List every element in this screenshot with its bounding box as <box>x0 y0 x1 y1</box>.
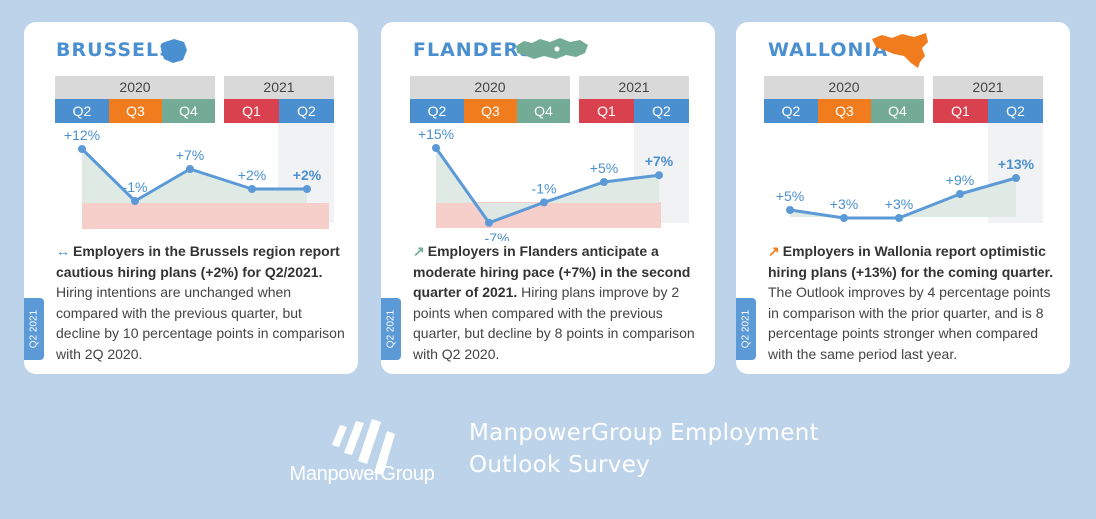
quarter-label: Q2 <box>634 99 689 123</box>
quarter-label: Q1 <box>579 99 634 123</box>
line-chart-brussels: +12% -1% +7% +2% +2% <box>64 123 334 229</box>
data-label: -7% <box>485 230 510 241</box>
data-point <box>248 185 256 193</box>
data-point <box>600 178 608 186</box>
line-chart-flanders: +15% -7% -1% +5% +7% <box>418 123 689 241</box>
area-fill <box>790 178 1016 218</box>
description-bold: Employers in the Brussels region report … <box>56 243 340 280</box>
quarter-tab: Q2 2021 <box>381 298 401 360</box>
quarter-label: Q2 <box>988 99 1043 123</box>
quarter-label: Q1 <box>933 99 988 123</box>
survey-title: ManpowerGroup Employment Outlook Survey <box>469 417 819 481</box>
description-text: Hiring plans improve by 2 points when co… <box>413 284 695 362</box>
region-title: WALLONIA <box>768 39 889 61</box>
year-label-2021: 2021 <box>579 76 689 99</box>
data-label: +5% <box>590 160 618 176</box>
quarter-label: Q2 <box>279 99 334 123</box>
data-label: +9% <box>946 172 974 188</box>
data-point <box>432 144 440 152</box>
up-right-arrow-icon: ↗ <box>413 243 425 259</box>
sideways-arrow-icon: ↔ <box>56 243 70 259</box>
data-label: +15% <box>418 126 454 142</box>
year-label-2020: 2020 <box>55 76 215 99</box>
description-text: Hiring intentions are unchanged when com… <box>56 284 345 362</box>
quarter-label: Q2 <box>764 99 818 123</box>
year-label-2021: 2021 <box>224 76 334 99</box>
quarter-label: Q3 <box>464 99 517 123</box>
panel-flanders: FLANDERS 2020 2021 Q2 Q3 Q4 Q1 Q2 +15% -7… <box>381 22 715 374</box>
data-point <box>655 171 663 180</box>
quarter-tab-label: Q2 2021 <box>28 309 40 349</box>
quarter-tab: Q2 2021 <box>24 298 44 360</box>
line-chart-wallonia: +5% +3% +3% +9% +13% <box>776 123 1043 223</box>
data-point <box>303 185 311 193</box>
year-label-2020: 2020 <box>764 76 924 99</box>
quarter-label: Q2 <box>55 99 109 123</box>
survey-title-line-1: ManpowerGroup Employment <box>469 420 819 446</box>
data-point <box>786 206 794 214</box>
negative-zone <box>82 203 329 229</box>
panel-description: ↗ Employers in Wallonia report optimistic… <box>768 241 1060 364</box>
data-label: +7% <box>176 147 204 163</box>
description-bold: Employers in Flanders anticipate a moder… <box>413 243 691 300</box>
data-label: -1% <box>532 180 557 196</box>
data-label: +2% <box>238 167 266 183</box>
quarter-tab-label: Q2 2021 <box>740 309 752 349</box>
data-point <box>840 214 848 222</box>
data-label: +7% <box>645 153 674 169</box>
panel-wallonia: WALLONIA 2020 2021 Q2 Q3 Q4 Q1 Q2 +5% +3%… <box>736 22 1070 374</box>
flanders-map-icon <box>516 38 588 59</box>
data-point <box>78 145 86 153</box>
quarter-label: Q4 <box>871 99 924 123</box>
quarter-tab: Q2 2021 <box>736 298 756 360</box>
data-point <box>895 214 903 222</box>
data-label: +2% <box>293 167 322 183</box>
negative-zone <box>436 202 661 228</box>
year-label-2020: 2020 <box>410 76 570 99</box>
quarter-label: Q2 <box>410 99 464 123</box>
quarter-label: Q3 <box>109 99 162 123</box>
data-point <box>540 198 548 207</box>
up-right-arrow-icon: ↗ <box>768 243 780 259</box>
data-label: +3% <box>830 196 858 212</box>
quarter-label: Q1 <box>224 99 279 123</box>
region-title: BRUSSELS <box>56 39 174 61</box>
data-point <box>186 165 194 173</box>
wallonia-map-icon <box>872 33 928 68</box>
quarter-label: Q4 <box>162 99 215 123</box>
brand-name: ManpowerGroup <box>289 463 435 485</box>
description-text: The Outlook improves by 4 percentage poi… <box>768 284 1051 362</box>
data-label: -1% <box>123 179 148 195</box>
region-title: FLANDERS <box>413 39 534 61</box>
area-fill <box>436 148 659 223</box>
data-label: +3% <box>885 196 913 212</box>
panel-description: ↗ Employers in Flanders anticipate a mode… <box>413 241 705 364</box>
quarter-label: Q4 <box>517 99 570 123</box>
data-point <box>485 218 493 227</box>
quarter-label: Q3 <box>818 99 871 123</box>
brussels-map-icon <box>161 39 187 63</box>
data-point <box>956 190 964 198</box>
data-point <box>1012 174 1020 182</box>
year-label-2021: 2021 <box>933 76 1043 99</box>
data-label: +12% <box>64 127 100 143</box>
panel-description: ↔ Employers in the Brussels region report… <box>56 241 348 364</box>
data-label: +13% <box>998 156 1035 172</box>
manpowergroup-logo-icon <box>332 419 395 475</box>
survey-title-line-2: Outlook Survey <box>469 452 651 478</box>
panel-brussels: BRUSSELS 2020 2021 Q2 Q3 Q4 Q1 Q2 +12% -1… <box>24 22 358 374</box>
data-point <box>131 197 139 205</box>
quarter-tab-label: Q2 2021 <box>385 309 397 349</box>
data-label: +5% <box>776 188 804 204</box>
description-bold: Employers in Wallonia report optimistic … <box>768 243 1054 280</box>
